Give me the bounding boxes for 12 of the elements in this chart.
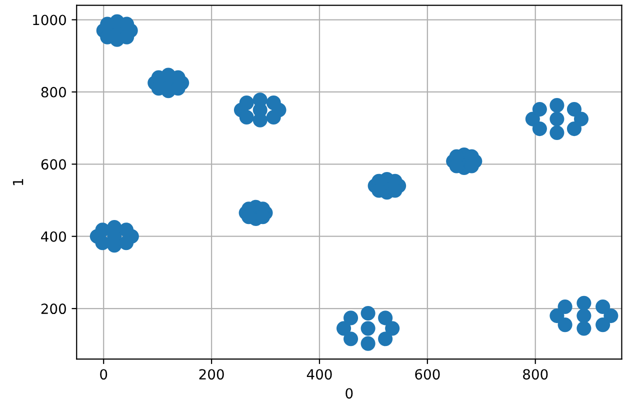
y-axis-title: 1 [12, 179, 24, 186]
x-tick-label: 600 [415, 369, 440, 380]
y-tick-label: 200 [41, 304, 66, 314]
x-tick-label: 0 [100, 369, 108, 380]
x-tick-label: 800 [523, 369, 548, 380]
x-axis-title: 0 [346, 388, 353, 399]
y-tick-label: 400 [41, 231, 66, 242]
y-tick-label: 1000 [33, 14, 66, 26]
y-tick-label: 800 [41, 86, 66, 98]
y-tick-label: 600 [41, 159, 66, 170]
x-tick-label: 200 [199, 369, 224, 380]
x-tick-label: 400 [306, 369, 332, 380]
